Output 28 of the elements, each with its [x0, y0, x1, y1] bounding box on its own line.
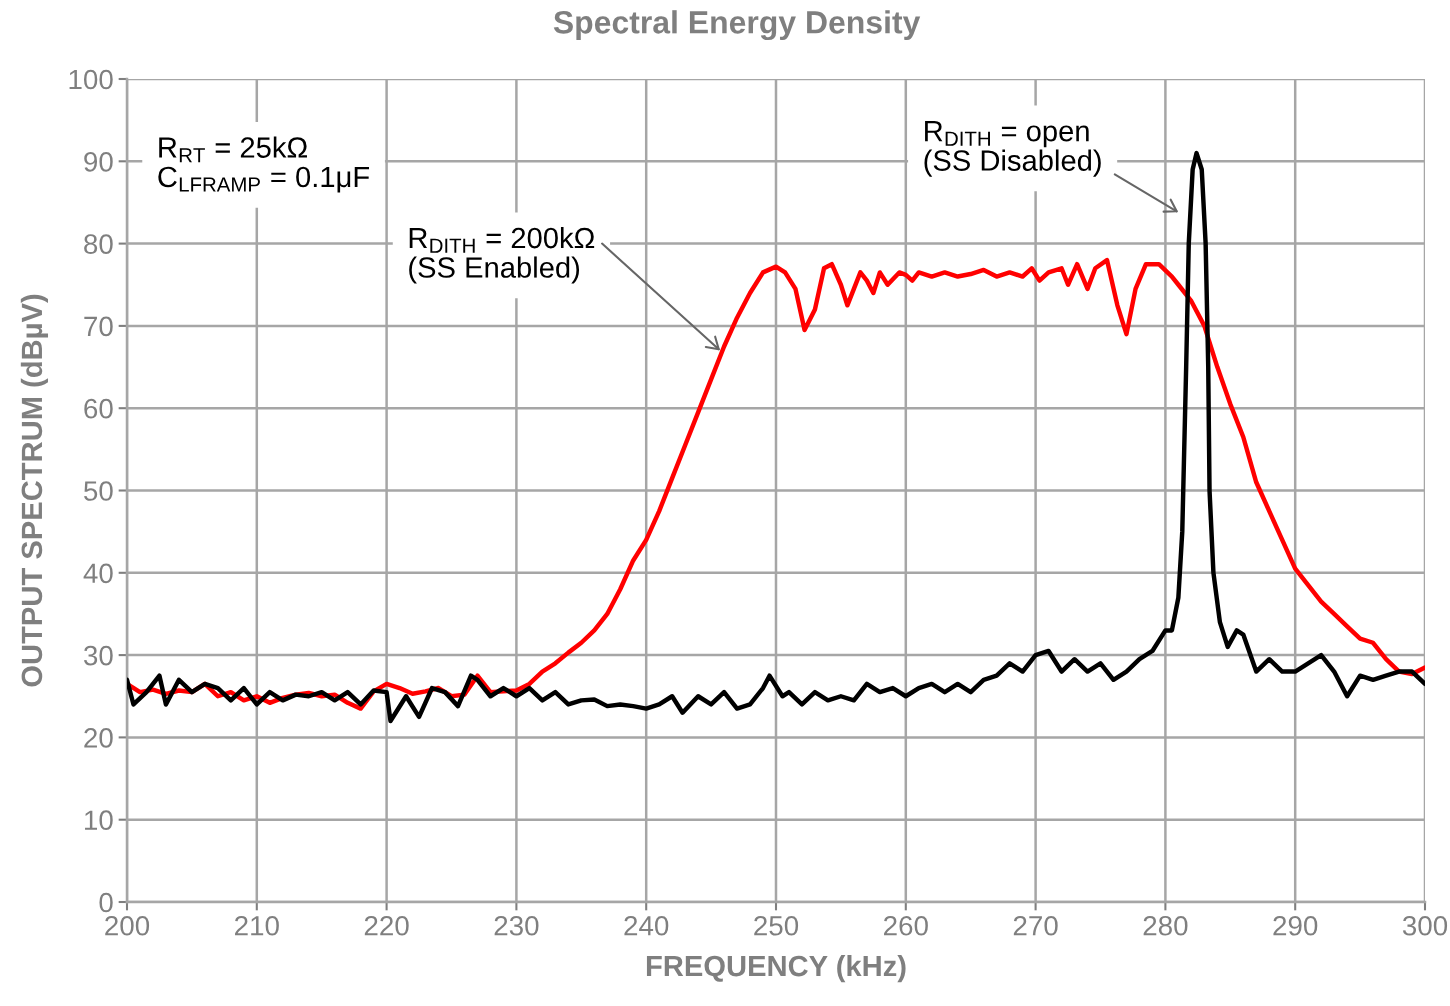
y-tick-label: 100	[69, 69, 113, 90]
x-tick-label: 300	[1402, 915, 1448, 936]
text: R$_{RT}$ = 25kΩ C$_{LFRAMP}$ = 0.1μF	[158, 136, 370, 193]
chart-title: Spectral Energy Density	[553, 10, 921, 41]
y-tick-label: 90	[84, 151, 113, 172]
x-tick-label: 200	[105, 915, 150, 936]
y-tick-label: 80	[84, 234, 113, 254]
annotation: R$_{DITH}$ = 200kΩ (SS Enabled)	[409, 226, 595, 284]
y-tick-label: 70	[84, 316, 113, 337]
y-tick-label: 60	[84, 398, 113, 419]
y-tick-label: 30	[83, 645, 113, 666]
x-tick-label: 230	[494, 915, 539, 936]
y-tick-label: 0	[99, 892, 113, 913]
y-tick-label: 20	[84, 728, 113, 748]
y-tick-label: 40	[83, 563, 113, 584]
x-tick-label: 210	[235, 915, 279, 936]
y-tick-label: 10	[85, 810, 113, 831]
x-axis-title: FREQUENCY (kHz)	[646, 954, 906, 983]
annotation: R$_{DITH}$ = open (SS Disabled)	[924, 121, 1101, 177]
x-tick-label: 260	[884, 915, 928, 936]
x-tick-label: 220	[364, 915, 409, 936]
y-tick-label: 50	[84, 481, 113, 501]
x-tick-label: 240	[624, 915, 669, 936]
x-tick-label: 280	[1143, 915, 1188, 936]
x-tick-label: 270	[1013, 915, 1058, 936]
y-axis-title: OUTPUT SPECTRUM (dBµV)	[20, 294, 49, 687]
x-tick-label: 290	[1273, 915, 1318, 936]
x-tick-label: 250	[754, 915, 799, 936]
